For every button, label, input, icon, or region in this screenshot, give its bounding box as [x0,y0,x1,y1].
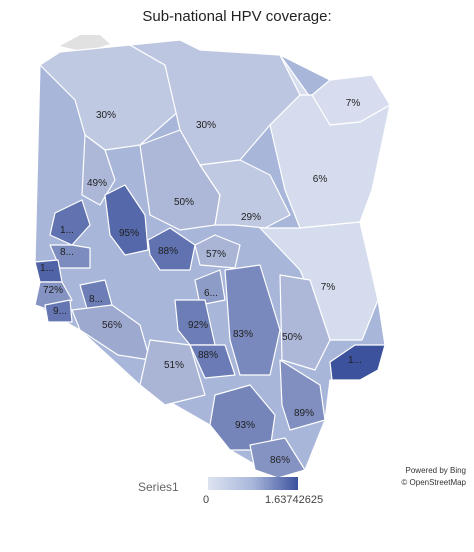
region-coverage-label: 93% [235,420,255,431]
county-region [224,264,281,376]
attribution-bing: Powered by Bing [405,466,466,475]
region-coverage-label: 30% [196,120,216,131]
region-coverage-label: 30% [96,110,116,121]
county-region [194,234,241,269]
region-coverage-label: 72% [43,285,63,296]
region-coverage-label: 51% [164,360,184,371]
region-coverage-label: 7% [321,282,336,293]
legend-series-label: Series1 [138,480,179,494]
region-coverage-label: 92% [188,320,208,331]
region-coverage-label: 1... [40,263,54,274]
region-coverage-label: 29% [241,212,261,223]
county-region [189,344,236,379]
region-coverage-label: 50% [282,332,302,343]
legend-gradient-bar [208,477,298,490]
map-title: Sub-national HPV coverage: [142,8,332,25]
region-coverage-label: 89% [294,408,314,419]
attribution-osm[interactable]: © OpenStreetMap [401,478,466,487]
county-region [147,227,196,271]
region-coverage-label: 86% [270,455,290,466]
legend-min-label: 0 [203,494,210,506]
county-region [194,269,226,306]
region-coverage-label: 7% [346,98,361,109]
region-coverage-label: 6... [204,288,218,299]
region-coverage-label: 57% [206,249,226,260]
region-coverage-label: 50% [174,197,194,208]
region-coverage-label: 56% [102,320,122,331]
county-region [269,94,391,229]
county-region [249,437,306,479]
county-region [104,184,149,256]
county-region [329,344,386,381]
region-coverage-label: 88% [158,246,178,257]
county-region [49,199,91,246]
region-coverage-label: 9... [53,306,67,317]
region-coverage-label: 1... [60,225,74,236]
region-coverage-label: 1... [348,355,362,366]
legend-max-label: 1.63742625 [265,494,324,506]
county-region [81,134,116,206]
county-region [44,299,73,323]
county-region [279,359,326,431]
region-coverage-label: 8... [89,294,103,305]
region-coverage-label: 49% [87,178,107,189]
region-coverage-label: 88% [198,350,218,361]
region-coverage-label: 83% [233,329,253,340]
region-coverage-label: 95% [119,228,139,239]
region-coverage-label: 6% [313,174,328,185]
region-coverage-label: 8... [60,247,74,258]
county-region [139,339,206,406]
county-region [279,274,331,371]
